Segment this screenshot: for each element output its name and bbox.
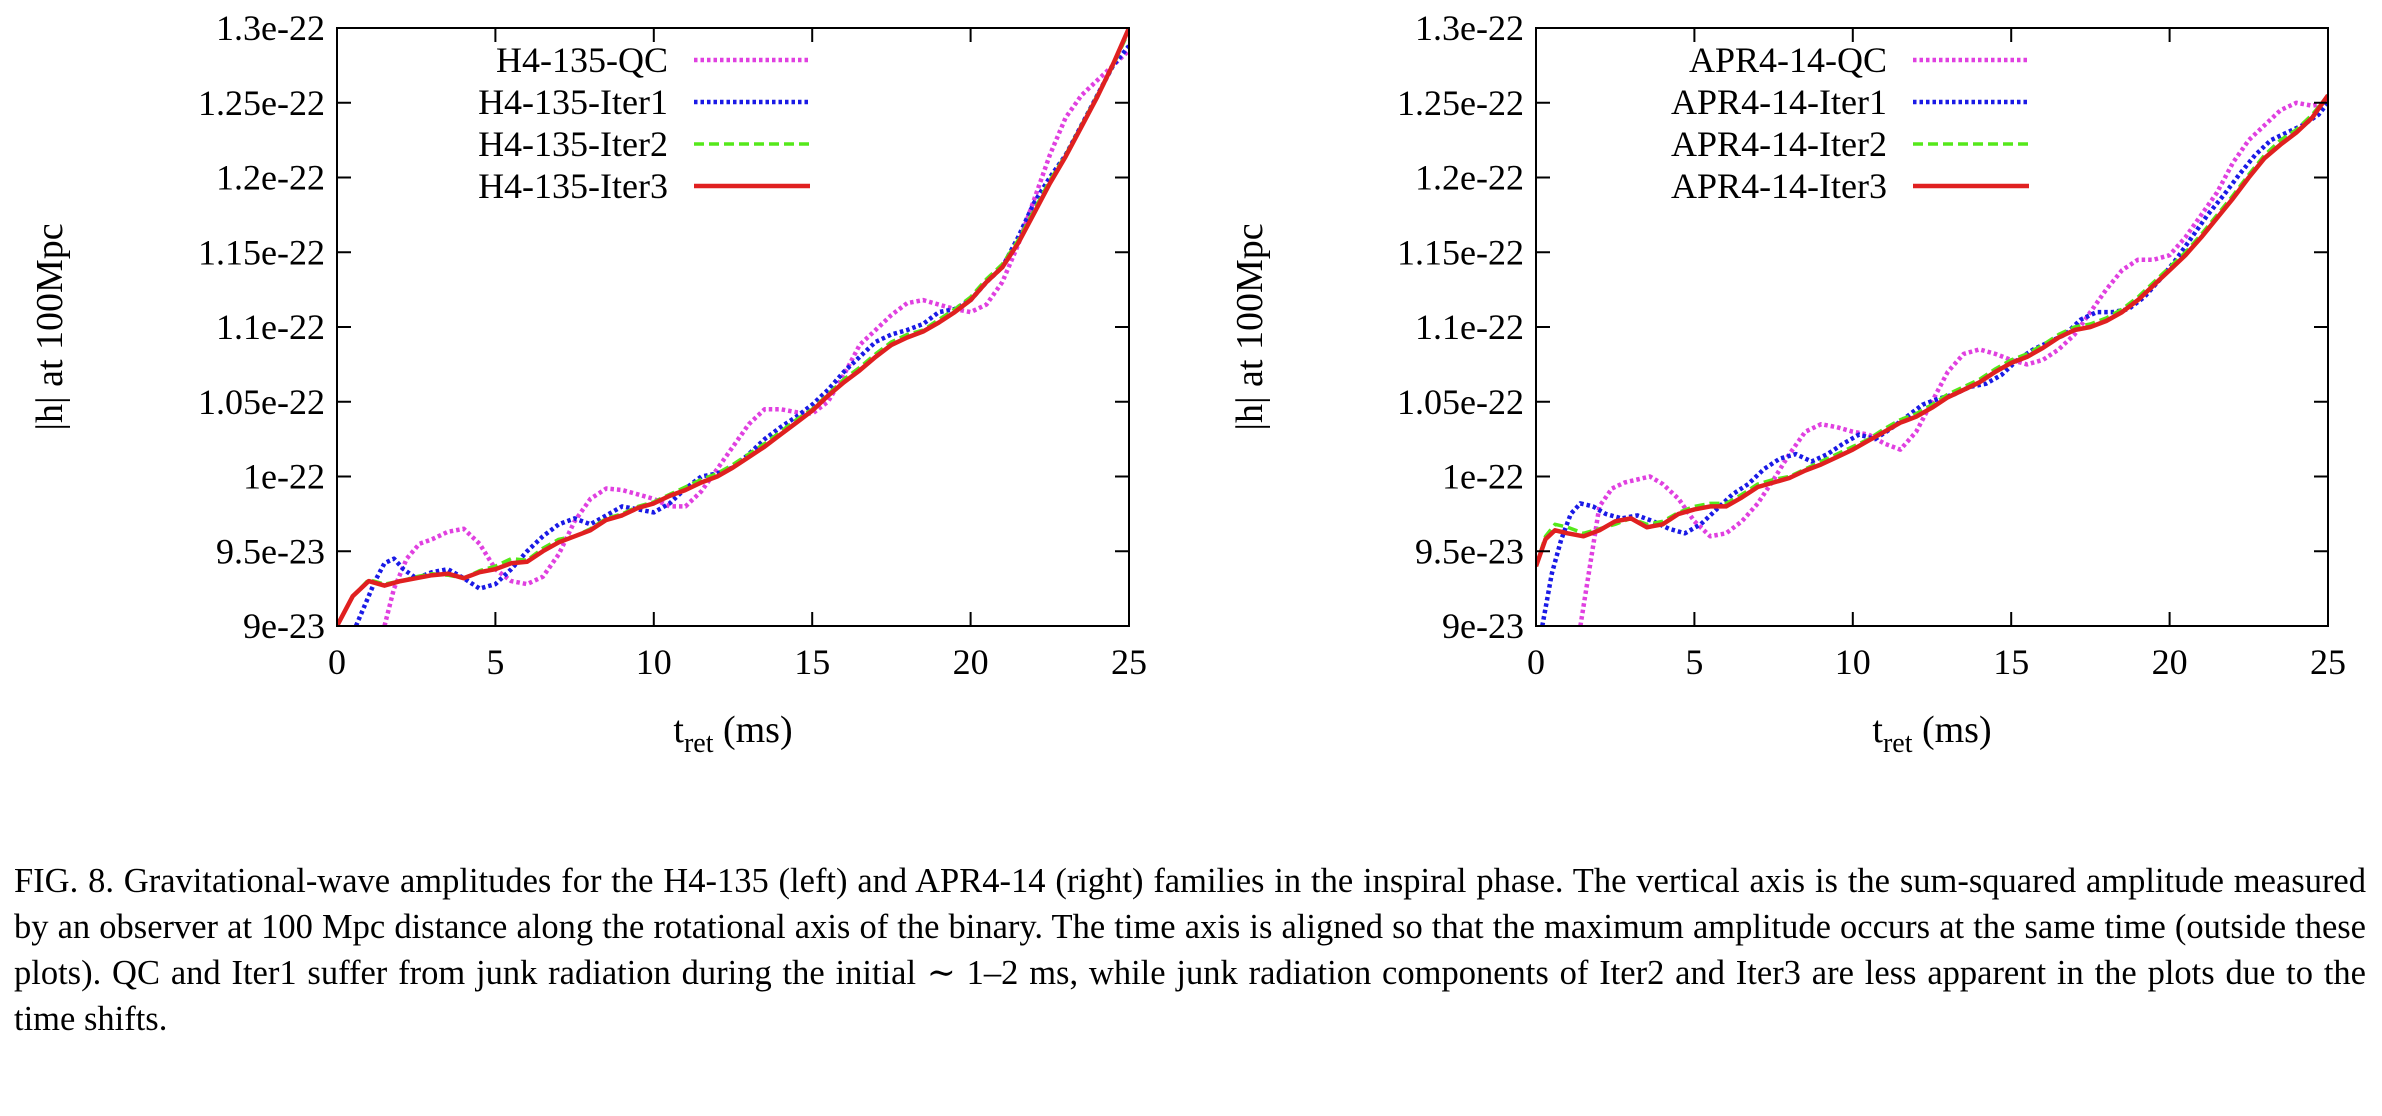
x-tick-label: 0	[1527, 642, 1545, 682]
y-tick-label: 1.2e-22	[216, 158, 325, 198]
y-tick-label: 1.15e-22	[198, 232, 325, 272]
x-axis-title-main: t	[1872, 709, 1883, 751]
y-tick-label: 9e-23	[1442, 606, 1524, 646]
series-line-H4-135-Iter2	[337, 30, 1129, 626]
y-tick-label: 1.15e-22	[1397, 232, 1524, 272]
x-tick-label: 15	[794, 642, 830, 682]
x-axis-title-subscript: ret	[684, 728, 714, 759]
legend-label: H4-135-Iter2	[478, 124, 668, 164]
y-tick-label: 1.05e-22	[1397, 382, 1524, 422]
x-tick-label: 10	[1835, 642, 1871, 682]
y-tick-label: 1.1e-22	[216, 307, 325, 347]
figure-caption: FIG. 8. Gravitational-wave amplitudes fo…	[14, 858, 2366, 1042]
series-line-H4-135-Iter3	[337, 28, 1129, 626]
x-tick-label: 20	[953, 642, 989, 682]
x-tick-label: 20	[2152, 642, 2188, 682]
x-axis-title: tret (ms)	[1872, 709, 1991, 759]
series-line-APR4-14-QC	[1578, 100, 2328, 626]
legend-label: APR4-14-Iter1	[1671, 82, 1887, 122]
right-panel: 9e-23 9.5e-23 1e-22 1.05e-22 1.1e-22 1.15e-22…	[1229, 8, 2346, 759]
y-tick-label: 9e-23	[243, 606, 325, 646]
y-axis-title: |h| at 100Mpc	[1229, 223, 1271, 430]
y-tick-label: 1.25e-22	[1397, 83, 1524, 123]
plot-frame	[1535, 27, 2329, 627]
figure: 9e-23 9.5e-23 1e-22 1.05e-22 1.1e-22 1.15e-22…	[29, 8, 2346, 759]
legend-label: H4-135-QC	[496, 40, 668, 80]
series-line-APR4-14-Iter1	[1540, 101, 2328, 626]
legend-label: APR4-14-QC	[1689, 40, 1887, 80]
y-tick-label: 9.5e-23	[216, 531, 325, 571]
series-group	[1536, 94, 2328, 626]
x-axis-title-subscript: ret	[1883, 728, 1913, 759]
y-tick-label: 1.3e-22	[216, 8, 325, 48]
x-axis-title-unit: (ms)	[713, 709, 792, 751]
y-tick-label: 1e-22	[1442, 457, 1524, 497]
legend-label: H4-135-Iter1	[478, 82, 668, 122]
y-tick-label: 1.3e-22	[1415, 8, 1524, 48]
legend-label: APR4-14-Iter2	[1671, 124, 1887, 164]
y-tick-label: 1.05e-22	[198, 382, 325, 422]
y-axis-title: |h| at 100Mpc	[29, 223, 71, 430]
left-panel: 9e-23 9.5e-23 1e-22 1.05e-22 1.1e-22 1.15e-22…	[29, 8, 1147, 759]
x-tick-label: 10	[636, 642, 672, 682]
x-axis-title-unit: (ms)	[1912, 709, 1991, 751]
y-tick-label: 1.25e-22	[198, 83, 325, 123]
y-tick-label: 1.2e-22	[1415, 158, 1524, 198]
caption-text: FIG. 8. Gravitational-wave amplitudes fo…	[14, 862, 2366, 1038]
series-line-APR4-14-Iter3	[1536, 94, 2328, 567]
plot-frame	[336, 27, 1130, 627]
series-line-APR4-14-Iter2	[1536, 94, 2328, 567]
x-tick-label: 15	[1993, 642, 2029, 682]
x-tick-label: 25	[2310, 642, 2346, 682]
y-tick-label: 9.5e-23	[1415, 531, 1524, 571]
legend-label: APR4-14-Iter3	[1671, 166, 1887, 206]
legend-label: H4-135-Iter3	[478, 166, 668, 206]
x-tick-label: 25	[1111, 642, 1147, 682]
y-tick-label: 1.1e-22	[1415, 307, 1524, 347]
y-tick-label: 1e-22	[243, 457, 325, 497]
x-tick-label: 5	[1685, 642, 1703, 682]
x-tick-label: 0	[328, 642, 346, 682]
series-group	[337, 28, 1129, 626]
x-axis-title-main: t	[673, 709, 684, 751]
x-tick-label: 5	[486, 642, 504, 682]
x-axis-title: tret (ms)	[673, 709, 792, 759]
